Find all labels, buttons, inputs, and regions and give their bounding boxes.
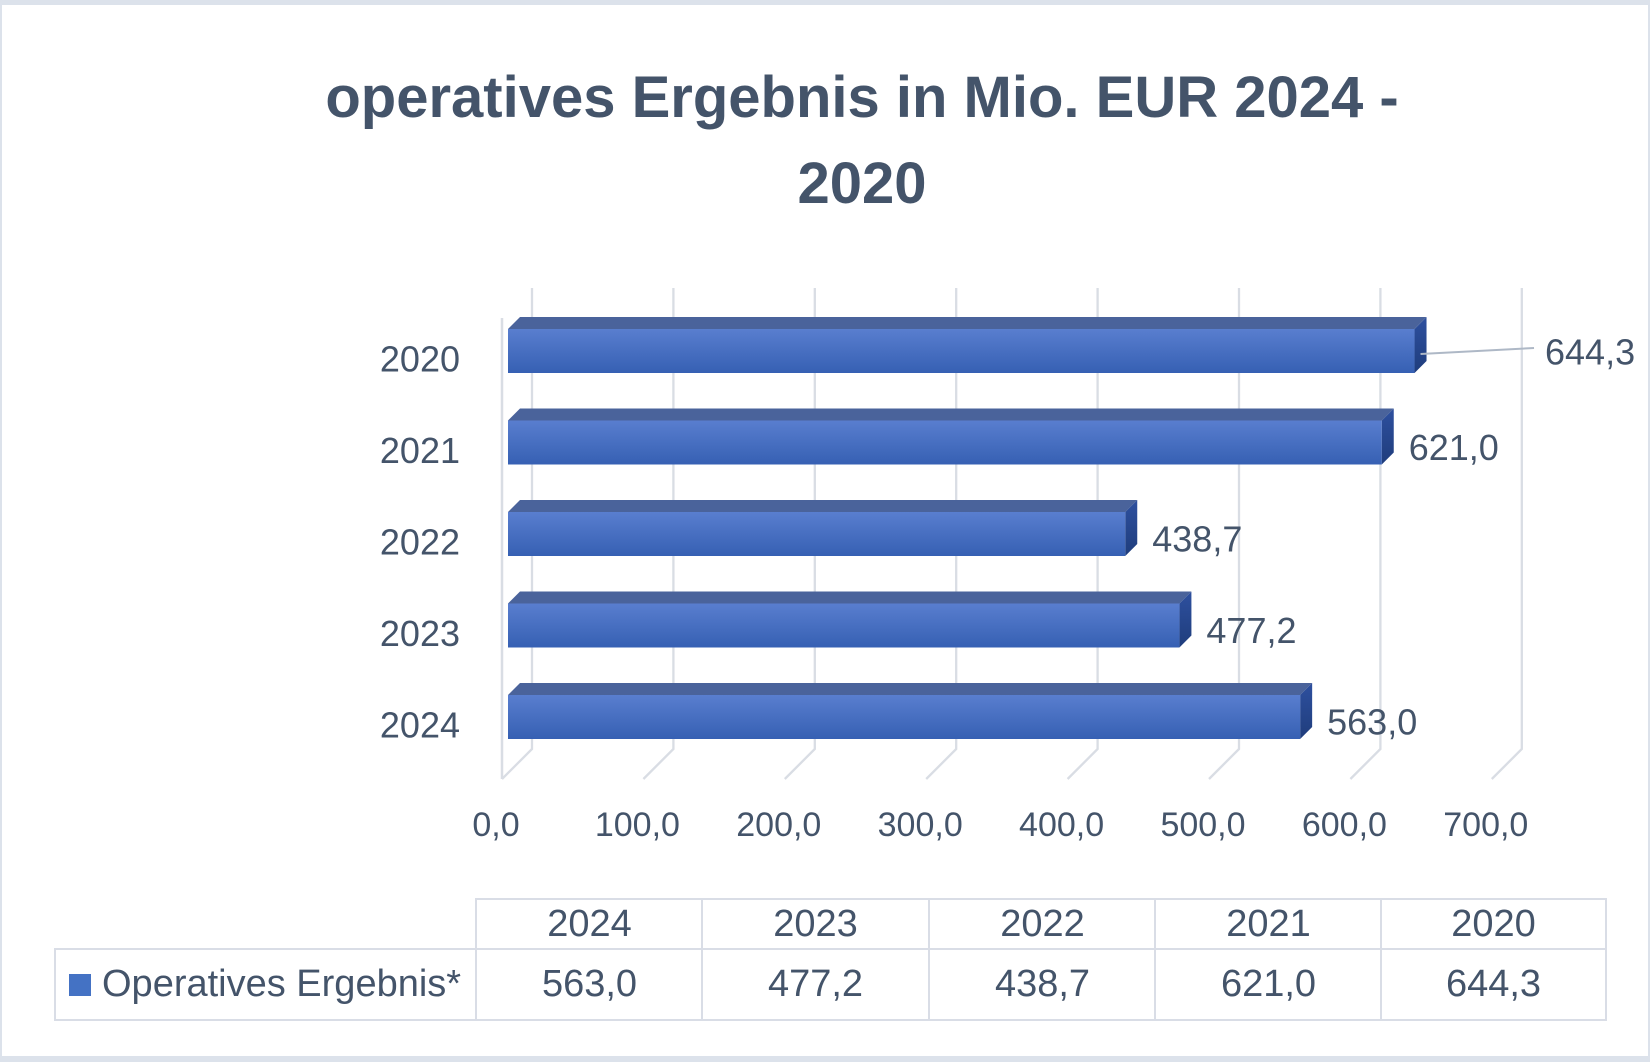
- bar-2024[interactable]: [508, 683, 1313, 739]
- bar-side-face: [1300, 683, 1313, 739]
- table-header-2023: 2023: [701, 898, 930, 950]
- x-axis-tick-label: 600,0: [1302, 806, 1387, 844]
- bar-top-face: [508, 408, 1394, 421]
- bar-side-face: [1414, 317, 1427, 373]
- value-label: 438,7: [1152, 519, 1242, 560]
- x-axis-tick-label: 200,0: [736, 806, 821, 844]
- table-value-2023: 477,2: [701, 948, 930, 1021]
- bar-chart-plot[interactable]: 2020 2021 2022 2023 2024 644,3 621,0 438,7 477,2…: [2, 5, 1650, 865]
- table-header-2021: 2021: [1154, 898, 1383, 950]
- legend-series-label: Operatives Ergebnis*: [102, 963, 462, 1005]
- bar-top-face: [508, 500, 1138, 512]
- value-label: 477,2: [1206, 610, 1296, 651]
- x-axis-tick-label: 100,0: [595, 806, 680, 844]
- x-axis-tick-label: 300,0: [878, 806, 963, 844]
- bar-front-face: [508, 420, 1382, 465]
- bar-side-face: [1179, 591, 1192, 648]
- x-axis-tick-label: 0,0: [472, 806, 519, 844]
- table-header-2022: 2022: [928, 898, 1157, 950]
- legend-cell: Operatives Ergebnis*: [54, 948, 477, 1021]
- bar-2020[interactable]: [508, 317, 1427, 373]
- category-axis-label: 2024: [380, 705, 460, 746]
- chart-title-line2: 2020: [797, 151, 927, 216]
- x-axis-tick-label: 500,0: [1160, 806, 1245, 844]
- bar-front-face: [508, 695, 1301, 739]
- category-axis-label: 2022: [380, 522, 460, 563]
- bar-top-face: [508, 317, 1427, 329]
- table-value-2022: 438,7: [928, 948, 1157, 1021]
- x-axis-tick-label: 700,0: [1443, 806, 1528, 844]
- value-label: 621,0: [1409, 427, 1499, 468]
- category-axis-label: 2023: [380, 613, 460, 654]
- table-value-2021: 621,0: [1154, 948, 1383, 1021]
- x-axis-tick-label: 400,0: [1019, 806, 1104, 844]
- legend-color-swatch: [69, 973, 91, 996]
- chart-title: operatives Ergebnis in Mio. EUR 2024 - 2…: [72, 55, 1650, 227]
- bar-top-face: [508, 591, 1192, 604]
- chart-title-line1: operatives Ergebnis in Mio. EUR 2024 -: [325, 65, 1399, 130]
- bar-side-face: [1381, 408, 1394, 465]
- table-header-2024: 2024: [475, 898, 704, 950]
- bar-top-face: [508, 683, 1313, 695]
- bar-front-face: [508, 512, 1126, 556]
- bar-front-face: [508, 329, 1415, 373]
- value-label: 644,3: [1545, 332, 1635, 373]
- gridline: [1490, 288, 1523, 780]
- table-value-2024: 563,0: [475, 948, 704, 1021]
- table-header-2020: 2020: [1380, 898, 1607, 950]
- bar-side-face: [1125, 500, 1138, 556]
- category-axis-label: 2020: [380, 339, 460, 380]
- leader-line: [1420, 347, 1535, 355]
- bar-2022[interactable]: [508, 500, 1138, 556]
- value-label: 563,0: [1327, 702, 1417, 743]
- table-value-2020: 644,3: [1380, 948, 1607, 1021]
- window-bottom-edge: [0, 1056, 1650, 1062]
- bar-2021[interactable]: [508, 408, 1394, 465]
- bar-2023[interactable]: [508, 591, 1192, 648]
- category-axis-label: 2021: [380, 430, 460, 471]
- bar-front-face: [508, 603, 1180, 648]
